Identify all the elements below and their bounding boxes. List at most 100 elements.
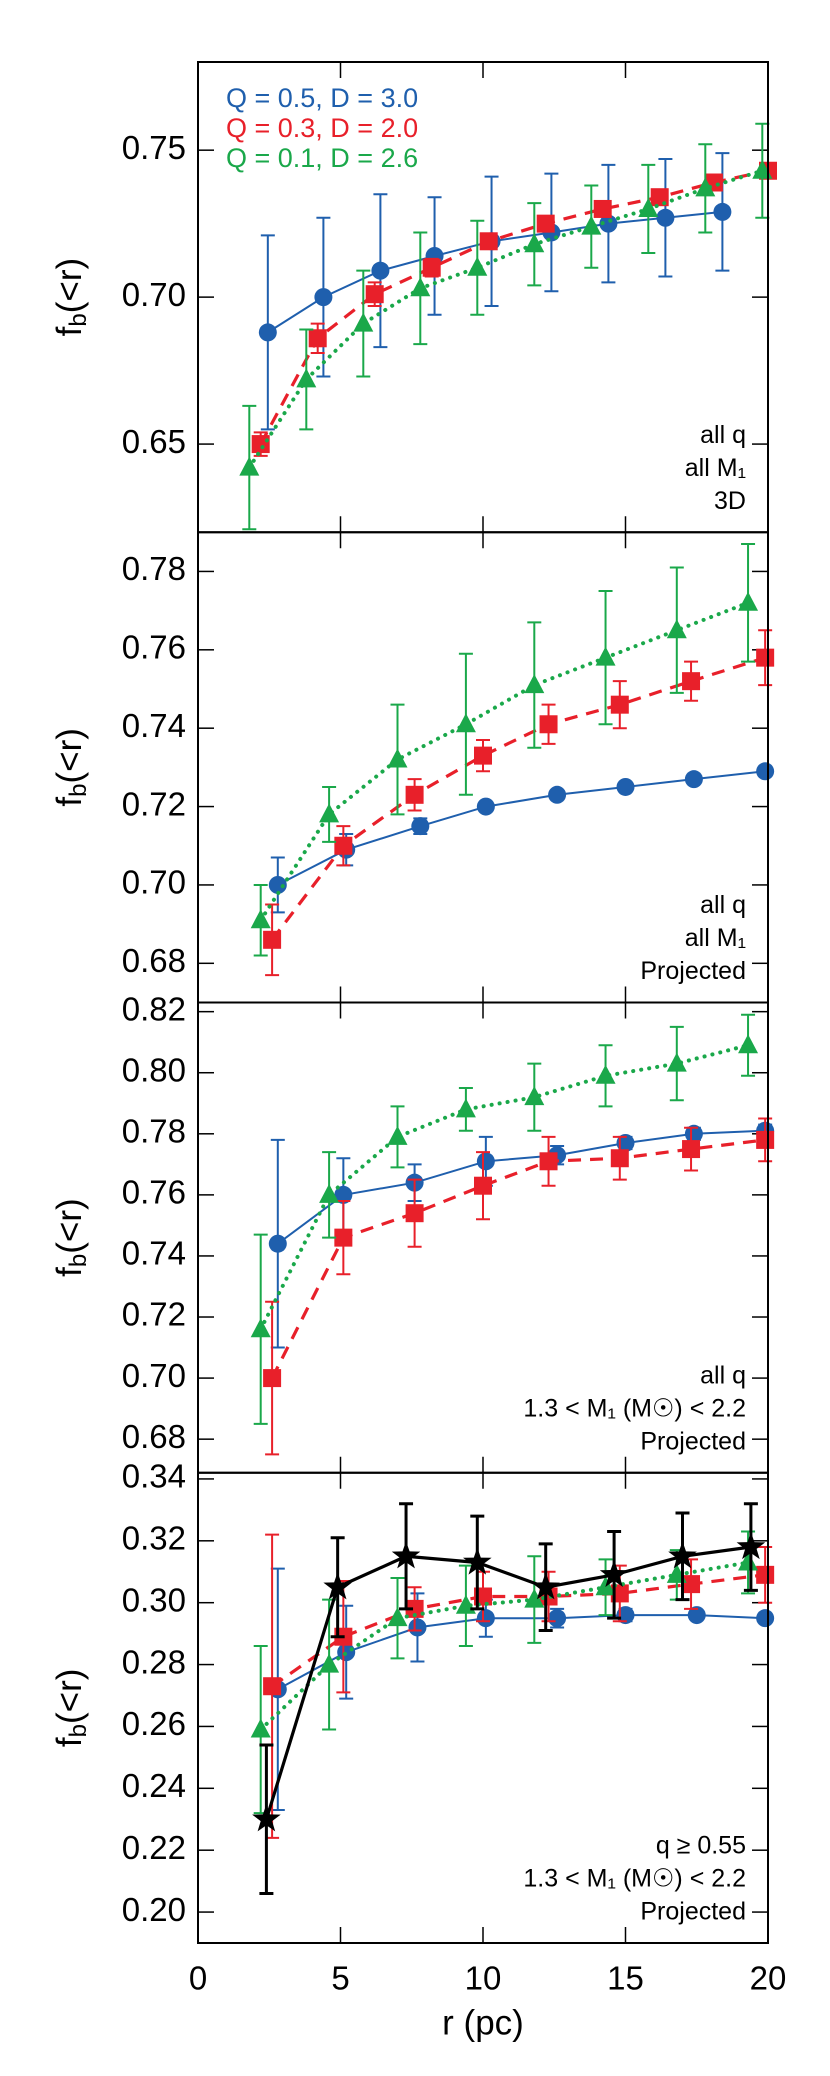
marker bbox=[474, 1176, 492, 1195]
marker bbox=[476, 1609, 495, 1628]
marker bbox=[263, 930, 282, 949]
marker bbox=[408, 1618, 427, 1637]
y-axis-title-part: b bbox=[65, 313, 92, 326]
y-axis-title: fb(<r) bbox=[50, 728, 92, 807]
annotation: q ≥ 0.55 bbox=[656, 1832, 746, 1860]
marker bbox=[756, 648, 775, 667]
marker bbox=[296, 368, 317, 388]
marker bbox=[323, 1572, 352, 1600]
annotation: all q bbox=[700, 421, 746, 449]
marker bbox=[371, 261, 390, 280]
marker bbox=[250, 1718, 271, 1738]
marker bbox=[405, 785, 424, 804]
marker bbox=[365, 285, 384, 304]
series-line bbox=[259, 169, 769, 445]
marker bbox=[263, 1369, 282, 1388]
marker bbox=[308, 329, 327, 348]
marker bbox=[467, 256, 488, 276]
marker bbox=[581, 215, 602, 235]
y-tick-label: 0.28 bbox=[122, 1643, 186, 1680]
y-axis-title-part: (<r) bbox=[50, 1669, 89, 1724]
y-tick-label: 0.34 bbox=[122, 1458, 186, 1495]
y-tick-label: 0.82 bbox=[122, 990, 186, 1027]
marker bbox=[738, 1034, 759, 1054]
y-tick-label: 0.80 bbox=[122, 1051, 186, 1088]
y-axis-title: fb(<r) bbox=[50, 258, 92, 337]
marker bbox=[616, 1133, 635, 1152]
marker bbox=[353, 312, 374, 332]
annotation: Projected bbox=[640, 957, 746, 985]
marker bbox=[251, 435, 270, 454]
y-tick-label: 0.30 bbox=[122, 1581, 186, 1618]
marker bbox=[684, 770, 703, 789]
marker bbox=[666, 1052, 687, 1072]
y-tick-label: 0.74 bbox=[122, 1235, 186, 1272]
marker bbox=[524, 1588, 545, 1608]
y-tick-label: 0.74 bbox=[122, 707, 186, 744]
marker bbox=[258, 323, 277, 342]
marker bbox=[387, 1607, 408, 1627]
marker bbox=[539, 715, 558, 734]
marker bbox=[599, 1559, 629, 1587]
y-axis-title-part: (<r) bbox=[50, 728, 89, 783]
series-line bbox=[277, 1129, 766, 1245]
x-tick-label: 20 bbox=[750, 1960, 787, 1997]
y-tick-label: 0.32 bbox=[122, 1520, 186, 1557]
y-tick-label: 0.70 bbox=[122, 276, 186, 313]
marker bbox=[387, 748, 408, 768]
marker bbox=[405, 1204, 424, 1223]
marker bbox=[548, 785, 567, 804]
marker bbox=[682, 1575, 701, 1594]
marker bbox=[405, 1599, 424, 1618]
marker bbox=[524, 1086, 545, 1106]
annotation: Projected bbox=[640, 1898, 746, 1926]
marker bbox=[756, 1609, 775, 1628]
y-tick-label: 0.75 bbox=[122, 129, 186, 166]
legend-entry: Q = 0.5, D = 3.0 bbox=[226, 83, 418, 113]
marker bbox=[524, 233, 545, 253]
marker bbox=[391, 1541, 421, 1569]
y-tick-label: 0.76 bbox=[122, 629, 186, 666]
marker bbox=[756, 1565, 775, 1584]
annotation: Projected bbox=[640, 1427, 746, 1455]
marker bbox=[756, 1130, 775, 1149]
marker bbox=[695, 177, 716, 197]
marker bbox=[479, 232, 498, 251]
y-axis-title-part: b bbox=[65, 1254, 92, 1267]
marker bbox=[595, 646, 616, 666]
marker bbox=[334, 1228, 353, 1247]
series-line bbox=[270, 1138, 766, 1379]
x-tick-label: 15 bbox=[607, 1960, 644, 1997]
y-axis-title: fb(<r) bbox=[50, 1669, 92, 1748]
y-tick-label: 0.70 bbox=[122, 864, 186, 901]
marker bbox=[548, 1609, 567, 1628]
annotation: 1.3 < M₁ (M☉) < 2.2 bbox=[523, 1865, 746, 1893]
marker bbox=[736, 1532, 766, 1560]
annotation: all M₁ bbox=[685, 454, 746, 482]
y-tick-label: 0.76 bbox=[122, 1174, 186, 1211]
y-tick-label: 0.70 bbox=[122, 1357, 186, 1394]
marker bbox=[387, 1125, 408, 1145]
series-line bbox=[267, 210, 723, 334]
series-line bbox=[258, 600, 751, 923]
y-axis-title-part: (<r) bbox=[50, 258, 89, 313]
marker bbox=[463, 1547, 492, 1575]
marker bbox=[668, 1541, 697, 1569]
marker bbox=[319, 803, 340, 823]
marker bbox=[595, 1064, 616, 1084]
marker bbox=[268, 875, 287, 894]
marker bbox=[250, 909, 271, 929]
y-axis-title-part: f bbox=[50, 1267, 89, 1277]
marker bbox=[314, 288, 333, 307]
y-tick-label: 0.26 bbox=[122, 1705, 186, 1742]
marker bbox=[476, 797, 495, 816]
annotation: 1.3 < M₁ (M☉) < 2.2 bbox=[523, 1394, 746, 1422]
marker bbox=[682, 1140, 701, 1159]
series-line bbox=[247, 168, 765, 470]
y-tick-label: 0.20 bbox=[122, 1891, 186, 1928]
marker bbox=[239, 456, 260, 476]
annotation: all M₁ bbox=[685, 924, 746, 952]
y-axis-title-part: f bbox=[50, 326, 89, 336]
